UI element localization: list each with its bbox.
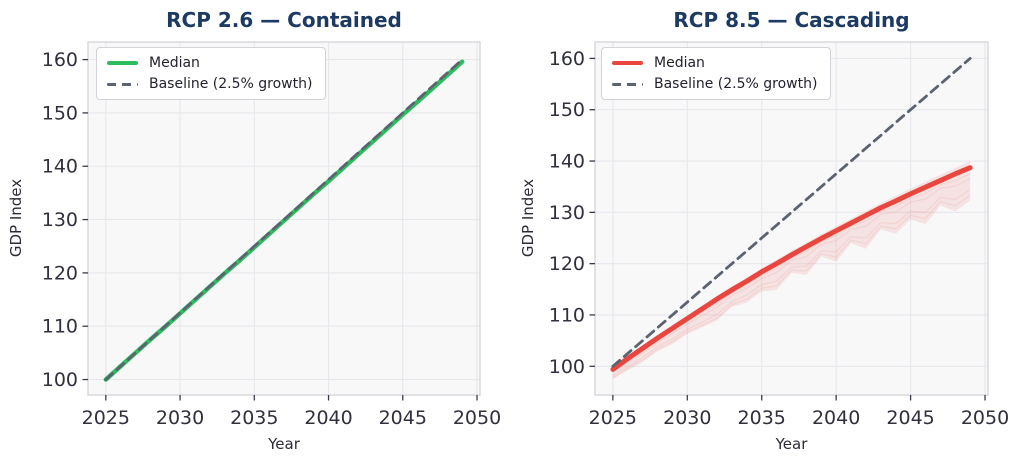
svg-text:2035: 2035 (230, 407, 278, 429)
svg-text:2030: 2030 (156, 407, 204, 429)
rcp85-plot-area: 2025 2030 2035 2040 2045 2050 100 110 120 130 140 1… (549, 41, 1009, 429)
baseline-dash-swatch-icon (107, 82, 138, 86)
svg-text:140: 140 (549, 151, 585, 173)
legend-label-baseline: Baseline (2.5% growth) (149, 76, 313, 92)
svg-text:150: 150 (42, 102, 78, 124)
svg-text:100: 100 (42, 369, 78, 391)
legend-label-median: Median (654, 55, 705, 71)
legend-item-median: Median (612, 56, 817, 70)
svg-text:120: 120 (42, 262, 78, 284)
rcp85-legend: Median Baseline (2.5% growth) (601, 47, 832, 100)
legend-label-baseline: Baseline (2.5% growth) (654, 76, 818, 92)
svg-text:2040: 2040 (812, 407, 860, 429)
svg-text:110: 110 (549, 304, 585, 326)
rcp85-y-axis-label: GDP Index (519, 179, 537, 257)
svg-text:160: 160 (549, 48, 585, 70)
svg-text:2025: 2025 (589, 407, 637, 429)
svg-text:2035: 2035 (738, 407, 786, 429)
panel-rcp85: 2025 2030 2035 2040 2045 2050 100 110 120 130 140 1… (512, 0, 1024, 469)
legend-item-baseline: Baseline (2.5% growth) (612, 77, 817, 91)
rcp26-chart-title: RCP 2.6 — Contained (166, 8, 402, 32)
svg-text:2030: 2030 (663, 407, 711, 429)
median-line-swatch-icon (612, 61, 643, 65)
rcp26-x-axis-label: Year (267, 435, 301, 453)
svg-text:2050: 2050 (961, 407, 1009, 429)
svg-text:110: 110 (42, 316, 78, 338)
svg-text:130: 130 (549, 202, 585, 224)
svg-text:120: 120 (549, 253, 585, 275)
svg-text:130: 130 (42, 209, 78, 231)
svg-text:160: 160 (42, 49, 78, 71)
rcp26-plot-area: 2025 2030 2035 2040 2045 2050 100 110 120 130 140 1… (42, 41, 501, 429)
rcp85-chart: 2025 2030 2035 2040 2045 2050 100 110 120 130 140 1… (519, 8, 1009, 453)
svg-text:2045: 2045 (379, 407, 427, 429)
rcp85-x-axis-label: Year (775, 435, 809, 453)
svg-text:2045: 2045 (886, 407, 934, 429)
rcp26-chart: 2025 2030 2035 2040 2045 2050 100 110 120 130 140 1… (7, 8, 501, 453)
svg-text:150: 150 (549, 99, 585, 121)
svg-text:2050: 2050 (453, 407, 501, 429)
legend-label-median: Median (149, 55, 200, 71)
svg-text:140: 140 (42, 156, 78, 178)
panel-rcp26: 2025 2030 2035 2040 2045 2050 100 110 120 130 140 1… (7, 8, 501, 453)
legend-item-baseline: Baseline (2.5% growth) (107, 77, 312, 91)
svg-text:100: 100 (549, 356, 585, 378)
baseline-dash-swatch-icon (612, 82, 643, 86)
rcp26-legend: Median Baseline (2.5% growth) (96, 47, 327, 100)
svg-text:2025: 2025 (82, 407, 130, 429)
legend-item-median: Median (107, 56, 312, 70)
rcp85-chart-title: RCP 8.5 — Cascading (673, 8, 909, 32)
rcp26-y-axis-label: GDP Index (7, 179, 25, 257)
median-line-swatch-icon (107, 61, 138, 65)
svg-text:2040: 2040 (304, 407, 352, 429)
